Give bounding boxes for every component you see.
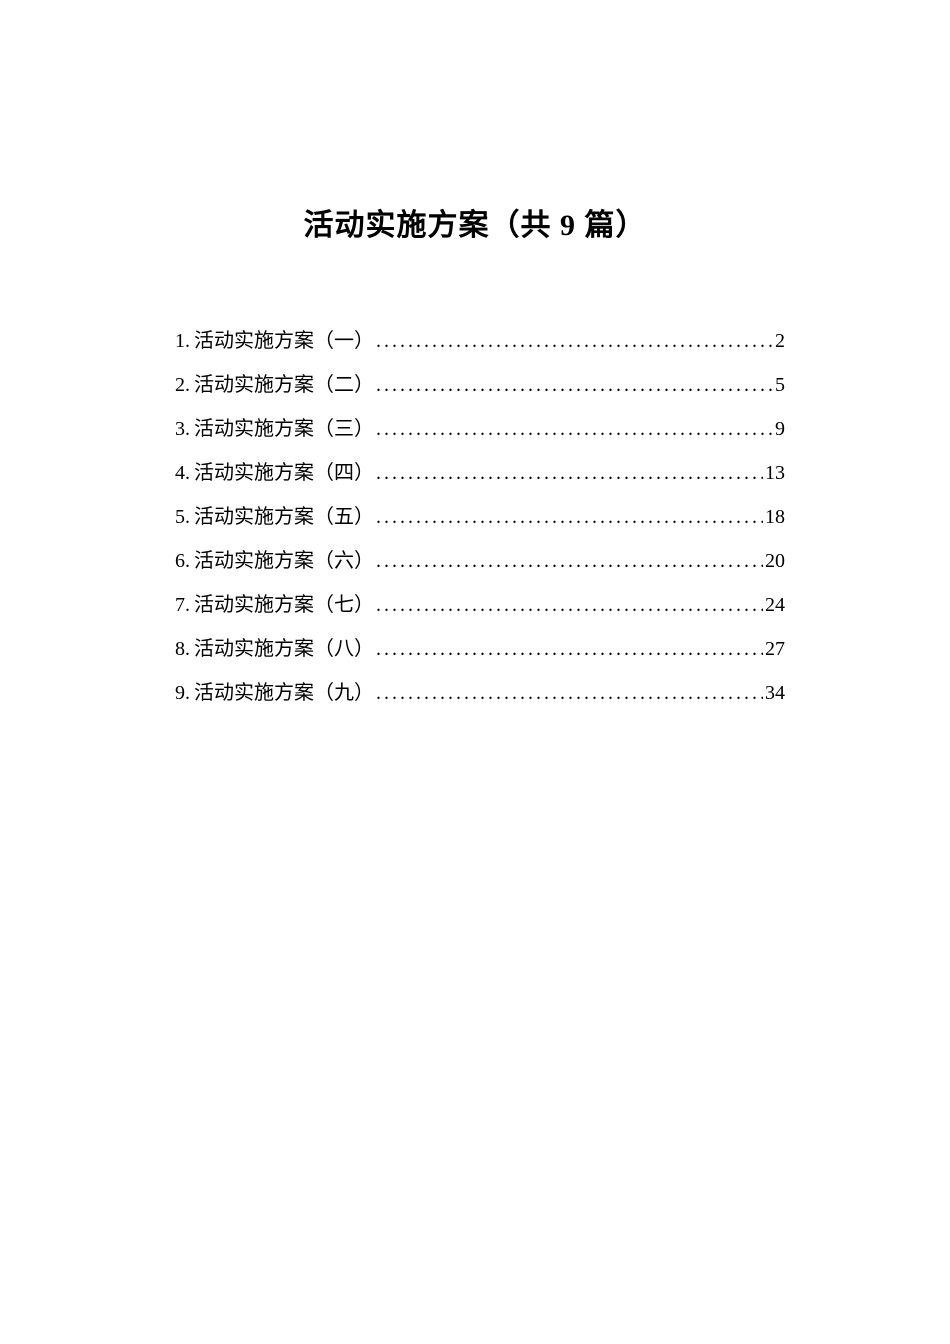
toc-entry: 6. 活动实施方案（六） 20 <box>175 539 785 583</box>
toc-entry-label: 活动实施方案（六） <box>194 539 374 583</box>
toc-entry-label: 活动实施方案（一） <box>194 319 374 363</box>
toc-leader-dots <box>374 407 773 451</box>
toc-entry-page: 13 <box>763 451 785 495</box>
toc-leader-dots <box>374 495 763 539</box>
toc-leader-dots <box>374 319 773 363</box>
toc-entry-num: 2. <box>175 363 190 407</box>
toc-entry-page: 5 <box>773 363 785 407</box>
toc-entry-page: 9 <box>773 407 785 451</box>
toc-entry: 8. 活动实施方案（八） 27 <box>175 627 785 671</box>
document-page: 活动实施方案（共 9 篇） 1. 活动实施方案（一） 2 2. 活动实施方案（二… <box>165 200 785 715</box>
toc-entry: 5. 活动实施方案（五） 18 <box>175 495 785 539</box>
table-of-contents: 1. 活动实施方案（一） 2 2. 活动实施方案（二） 5 3. 活动实施方案（… <box>165 319 785 715</box>
page-title: 活动实施方案（共 9 篇） <box>165 200 785 244</box>
toc-entry-label: 活动实施方案（五） <box>194 495 374 539</box>
toc-entry-num: 5. <box>175 495 190 539</box>
toc-entry-num: 4. <box>175 451 190 495</box>
toc-leader-dots <box>374 451 763 495</box>
toc-entry-num: 6. <box>175 539 190 583</box>
toc-entry: 4. 活动实施方案（四） 13 <box>175 451 785 495</box>
toc-leader-dots <box>374 627 763 671</box>
toc-entry-page: 34 <box>763 671 785 715</box>
toc-entry: 2. 活动实施方案（二） 5 <box>175 363 785 407</box>
toc-entry: 1. 活动实施方案（一） 2 <box>175 319 785 363</box>
toc-entry-page: 18 <box>763 495 785 539</box>
toc-entry-label: 活动实施方案（二） <box>194 363 374 407</box>
toc-entry-num: 3. <box>175 407 190 451</box>
toc-entry-label: 活动实施方案（四） <box>194 451 374 495</box>
toc-entry-page: 24 <box>763 583 785 627</box>
toc-entry-num: 9. <box>175 671 190 715</box>
toc-entry-num: 8. <box>175 627 190 671</box>
toc-entry-num: 7. <box>175 583 190 627</box>
toc-entry: 7. 活动实施方案（七） 24 <box>175 583 785 627</box>
toc-leader-dots <box>374 583 763 627</box>
toc-entry-label: 活动实施方案（七） <box>194 583 374 627</box>
toc-leader-dots <box>374 671 763 715</box>
toc-entry: 9. 活动实施方案（九） 34 <box>175 671 785 715</box>
toc-entry-num: 1. <box>175 319 190 363</box>
toc-entry: 3. 活动实施方案（三） 9 <box>175 407 785 451</box>
toc-entry-label: 活动实施方案（三） <box>194 407 374 451</box>
toc-entry-label: 活动实施方案（八） <box>194 627 374 671</box>
toc-entry-page: 27 <box>763 627 785 671</box>
toc-entry-label: 活动实施方案（九） <box>194 671 374 715</box>
toc-entry-page: 20 <box>763 539 785 583</box>
toc-leader-dots <box>374 539 763 583</box>
toc-entry-page: 2 <box>773 319 785 363</box>
toc-leader-dots <box>374 363 773 407</box>
